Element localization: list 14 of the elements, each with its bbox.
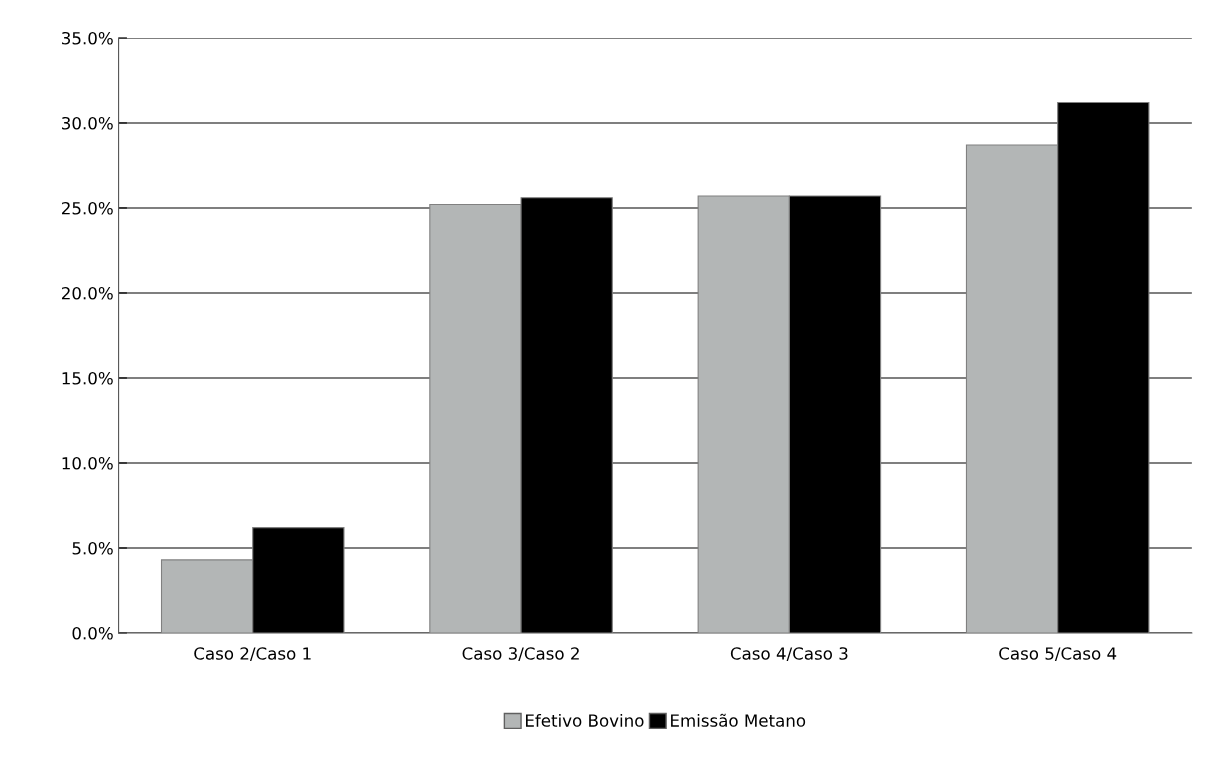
x-tick-label: Caso 3/Caso 2 [462,647,579,662]
legend-label: Emissão Metano [671,713,806,727]
y-tick-label: 10.0% [62,456,113,470]
y-tick-label: 5.0% [72,541,113,555]
y-tick-label: 15.0% [62,371,113,385]
x-tick-label: Caso 4/Caso 3 [730,647,848,662]
y-tick-label: 30.0% [62,116,113,130]
x-tick-label: Caso 5/Caso 4 [999,647,1117,662]
y-tick-label: 0.0% [72,626,113,640]
y-tick-label: 35.0% [62,31,113,45]
y-tick-label: 20.0% [61,286,113,300]
y-tick-label: 25.0% [61,201,113,215]
x-tick-label: Caso 2/Caso 1 [194,647,311,662]
legend-label: Efetivo Bovino [526,713,644,727]
